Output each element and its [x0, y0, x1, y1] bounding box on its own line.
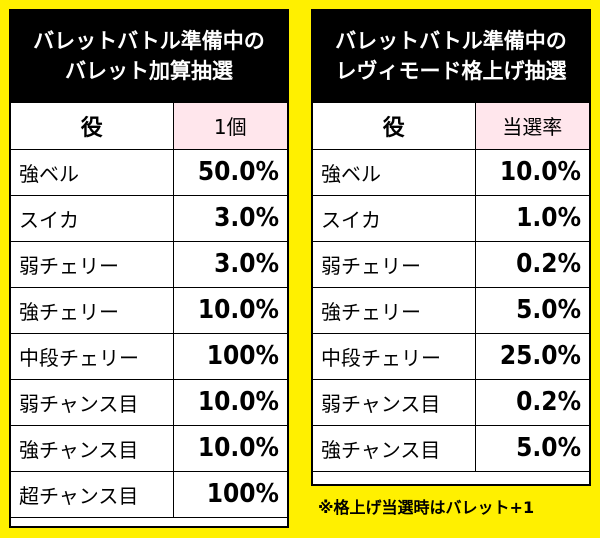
role-cell: 強チャンス目 [313, 424, 476, 472]
header-row: 役 当選率 [313, 103, 589, 150]
header-row: 役 1個 [11, 103, 287, 150]
role-cell: 強チャンス目 [11, 424, 174, 472]
table-row: 弱チャンス目 0.2% [313, 378, 589, 426]
levi-mode-upgrade-table: バレットバトル準備中の レヴィモード格上げ抽選 役 当選率 強ベル 10.0% … [311, 9, 591, 486]
title-line-1: バレットバトル準備中の [33, 29, 265, 53]
value-cell: 5.0% [474, 286, 589, 334]
table-title: バレットバトル準備中の バレット加算抽選 [11, 11, 287, 103]
table-row: 強チャンス目 5.0% [313, 424, 589, 472]
table-row: 弱チャンス目 10.0% [11, 378, 287, 426]
role-cell: 中段チェリー [11, 332, 174, 380]
header-value: 1個 [172, 103, 287, 150]
probability-table: 役 1個 強ベル 50.0% スイカ 3.0% 弱チェリー 3.0% 強チェリー… [11, 103, 287, 518]
role-cell: 中段チェリー [313, 332, 476, 380]
value-cell: 1.0% [474, 194, 589, 242]
table-row: 弱チェリー 0.2% [313, 240, 589, 288]
title-line-1: バレットバトル準備中の [335, 29, 567, 53]
bullet-addition-table: バレットバトル準備中の バレット加算抽選 役 1個 強ベル 50.0% スイカ … [9, 9, 289, 528]
table-row: スイカ 1.0% [313, 194, 589, 242]
table-row: 強チェリー 5.0% [313, 286, 589, 334]
value-cell: 0.2% [474, 240, 589, 288]
role-cell: スイカ [313, 194, 476, 242]
table-row: 中段チェリー 100% [11, 332, 287, 380]
header-value: 当選率 [474, 103, 589, 150]
role-cell: 超チャンス目 [11, 470, 174, 518]
role-cell: 強ベル [313, 148, 476, 196]
table-row: 中段チェリー 25.0% [313, 332, 589, 380]
value-cell: 25.0% [474, 332, 589, 380]
table-row: 強チャンス目 10.0% [11, 424, 287, 472]
role-cell: 強ベル [11, 148, 174, 196]
value-cell: 0.2% [474, 378, 589, 426]
role-cell: 弱チェリー [11, 240, 174, 288]
table-row: 強ベル 10.0% [313, 148, 589, 196]
title-line-2: レヴィモード格上げ抽選 [335, 59, 567, 83]
value-cell: 3.0% [172, 240, 287, 288]
role-cell: 弱チャンス目 [313, 378, 476, 426]
value-cell: 100% [172, 332, 287, 380]
table-row: 弱チェリー 3.0% [11, 240, 287, 288]
table-row: スイカ 3.0% [11, 194, 287, 242]
value-cell: 3.0% [172, 194, 287, 242]
footnote: ※格上げ当選時はバレット+1 [318, 498, 535, 517]
value-cell: 5.0% [474, 424, 589, 472]
value-cell: 100% [172, 470, 287, 518]
probability-table: 役 当選率 強ベル 10.0% スイカ 1.0% 弱チェリー 0.2% 強チェリ… [313, 103, 589, 472]
value-cell: 10.0% [172, 378, 287, 426]
role-cell: 強チェリー [11, 286, 174, 334]
title-line-2: バレット加算抽選 [65, 59, 233, 83]
table-row: 強ベル 50.0% [11, 148, 287, 196]
value-cell: 10.0% [474, 148, 589, 196]
value-cell: 50.0% [172, 148, 287, 196]
table-row: 超チャンス目 100% [11, 470, 287, 518]
table-row: 強チェリー 10.0% [11, 286, 287, 334]
table-title: バレットバトル準備中の レヴィモード格上げ抽選 [313, 11, 589, 103]
role-cell: 弱チェリー [313, 240, 476, 288]
role-cell: 強チェリー [313, 286, 476, 334]
role-cell: スイカ [11, 194, 174, 242]
header-role: 役 [313, 103, 476, 150]
value-cell: 10.0% [172, 424, 287, 472]
value-cell: 10.0% [172, 286, 287, 334]
header-role: 役 [11, 103, 174, 150]
role-cell: 弱チャンス目 [11, 378, 174, 426]
